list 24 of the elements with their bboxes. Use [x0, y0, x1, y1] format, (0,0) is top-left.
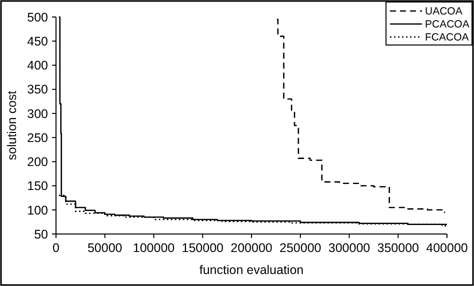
legend-label: UACOA — [425, 6, 462, 18]
y-tick-label: 100 — [27, 203, 48, 218]
legend-label: PCACOA — [425, 18, 470, 31]
legend-label: FCACOA — [425, 32, 469, 44]
x-tick-label: 50000 — [87, 241, 122, 255]
x-tick-label: 150000 — [182, 241, 224, 255]
x-tick-label: 0 — [52, 241, 60, 255]
x-tick-label: 400000 — [426, 241, 468, 255]
x-tick-label: 250000 — [280, 241, 322, 255]
y-tick-label: 150 — [27, 179, 48, 194]
x-axis-title: function evaluation — [199, 263, 304, 277]
y-tick-label: 200 — [27, 155, 48, 170]
x-tick-label: 350000 — [377, 241, 420, 255]
y-tick-label: 500 — [27, 10, 48, 24]
x-tick-label: 300000 — [328, 241, 370, 255]
y-tick-label: 300 — [27, 106, 48, 121]
y-tick-label: 450 — [27, 34, 48, 48]
x-tick-label: 200000 — [230, 241, 272, 255]
y-tick-label: 250 — [27, 130, 48, 145]
x-tick-label: 100000 — [132, 241, 175, 255]
y-tick-label: 50 — [34, 227, 48, 242]
y-axis-title: solution cost — [5, 90, 19, 160]
y-tick-label: 400 — [27, 58, 48, 73]
y-tick-label: 350 — [27, 82, 48, 97]
